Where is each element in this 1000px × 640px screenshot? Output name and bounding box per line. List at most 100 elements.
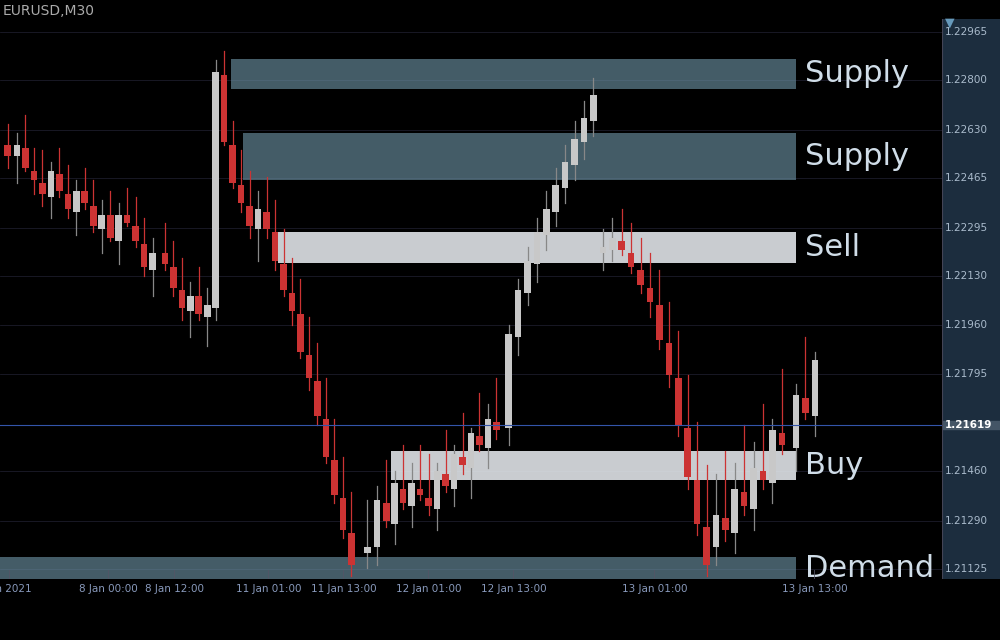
Text: 11 Jan 13:00: 11 Jan 13:00: [311, 584, 377, 594]
Bar: [162, 253, 168, 264]
Bar: [56, 174, 63, 191]
Bar: [141, 244, 147, 267]
Text: |: |: [813, 570, 816, 579]
Bar: [383, 504, 390, 521]
Bar: [331, 460, 338, 495]
Bar: [942, 420, 1000, 429]
Bar: [278, 232, 796, 263]
Bar: [98, 214, 105, 229]
Text: |: |: [8, 570, 11, 579]
Bar: [243, 133, 796, 180]
Text: |: |: [427, 570, 430, 579]
Bar: [666, 343, 672, 375]
Bar: [802, 398, 809, 413]
Bar: [4, 145, 11, 156]
Text: 13 Jan 13:00: 13 Jan 13:00: [782, 584, 848, 594]
Bar: [647, 287, 653, 302]
Bar: [272, 232, 278, 261]
Bar: [132, 227, 139, 241]
Text: 1.21125: 1.21125: [945, 564, 988, 574]
Bar: [609, 238, 616, 250]
Bar: [187, 296, 194, 311]
Text: Sell: Sell: [805, 233, 861, 262]
Bar: [451, 454, 457, 489]
Bar: [48, 171, 54, 197]
Text: Supply: Supply: [805, 60, 909, 88]
Text: 1.22465: 1.22465: [945, 173, 988, 183]
Bar: [39, 182, 46, 194]
Text: 1.22965: 1.22965: [945, 28, 988, 37]
Bar: [124, 214, 130, 223]
Bar: [468, 433, 474, 468]
Bar: [760, 471, 766, 480]
Text: ▼: ▼: [945, 16, 955, 29]
Bar: [107, 214, 114, 238]
Bar: [628, 253, 634, 267]
Text: 1.21460: 1.21460: [945, 467, 988, 476]
Bar: [524, 261, 531, 293]
Bar: [314, 381, 321, 416]
Bar: [442, 474, 449, 486]
Bar: [229, 145, 236, 182]
Bar: [0, 557, 796, 579]
Bar: [280, 264, 287, 291]
Bar: [590, 95, 597, 122]
Bar: [297, 314, 304, 352]
Text: 12 Jan 13:00: 12 Jan 13:00: [481, 584, 546, 594]
Bar: [31, 171, 37, 180]
Bar: [204, 305, 211, 317]
Bar: [694, 480, 700, 524]
Text: 1.21619: 1.21619: [945, 420, 992, 430]
Bar: [552, 186, 559, 212]
Bar: [22, 148, 29, 168]
Text: 11 Jan 01:00: 11 Jan 01:00: [236, 584, 301, 594]
Text: |: |: [342, 570, 345, 579]
Text: 1.21795: 1.21795: [945, 369, 988, 379]
Bar: [417, 489, 423, 495]
Bar: [391, 451, 796, 480]
Bar: [170, 267, 177, 287]
Bar: [179, 291, 185, 308]
Bar: [255, 209, 261, 229]
Bar: [323, 419, 329, 457]
Bar: [459, 457, 466, 465]
Bar: [391, 483, 398, 524]
Text: 1.21960: 1.21960: [945, 321, 988, 330]
Bar: [493, 422, 500, 431]
Text: |: |: [173, 570, 176, 579]
Bar: [348, 532, 355, 564]
Bar: [600, 246, 606, 253]
Bar: [374, 500, 380, 547]
Bar: [618, 241, 625, 250]
Text: |: |: [653, 570, 656, 579]
Text: 8 Jan 12:00: 8 Jan 12:00: [145, 584, 204, 594]
Bar: [750, 468, 757, 509]
Bar: [221, 75, 227, 141]
Bar: [722, 518, 729, 530]
Bar: [656, 305, 663, 340]
Text: Demand: Demand: [805, 554, 935, 583]
Bar: [115, 214, 122, 241]
Bar: [408, 483, 415, 506]
Text: 1.22630: 1.22630: [945, 125, 988, 135]
Bar: [812, 360, 818, 416]
Bar: [703, 527, 710, 564]
Bar: [90, 206, 97, 227]
Bar: [485, 419, 491, 448]
Text: |: |: [512, 570, 515, 579]
Bar: [14, 145, 20, 156]
Bar: [713, 515, 719, 547]
Text: Jan 2021: Jan 2021: [0, 584, 32, 594]
Text: EURUSD,M30: EURUSD,M30: [3, 4, 95, 17]
Bar: [195, 296, 202, 314]
Bar: [246, 206, 253, 227]
Bar: [779, 433, 785, 445]
Text: 12 Jan 01:00: 12 Jan 01:00: [396, 584, 461, 594]
Bar: [425, 497, 432, 506]
Bar: [65, 194, 71, 209]
Text: 1.22295: 1.22295: [945, 223, 988, 233]
Bar: [212, 72, 219, 308]
Bar: [793, 396, 799, 448]
Text: 8 Jan 00:00: 8 Jan 00:00: [79, 584, 138, 594]
Text: |: |: [267, 570, 270, 579]
